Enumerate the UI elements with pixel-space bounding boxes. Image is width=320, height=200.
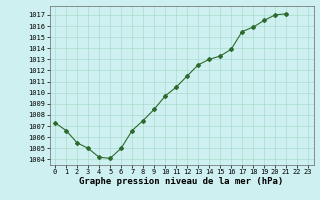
X-axis label: Graphe pression niveau de la mer (hPa): Graphe pression niveau de la mer (hPa)	[79, 177, 284, 186]
